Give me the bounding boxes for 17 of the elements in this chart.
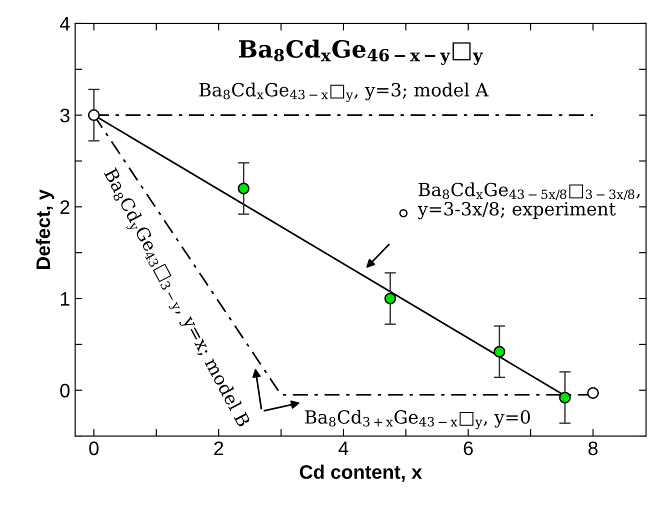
x-axis-title: Cd content, x	[300, 464, 422, 482]
x-tick-label: 4	[338, 442, 348, 456]
text: Ba$_{8}$Cd$_{3+x}$Ge$_{43−x}$□$_{y}$, y=0	[305, 410, 530, 430]
y-tick-label: 2	[60, 200, 70, 214]
y-tick-label: 0	[60, 384, 70, 398]
y-tick-label: 4	[60, 17, 70, 30]
x-tick-label: 2	[214, 441, 224, 456]
x-tick-label: 8	[588, 441, 598, 456]
text: Ba$_{8}$Cd$_{y}$Ge$_{43}$□$_{3−y}$, y=x; model B	[104, 167, 251, 428]
text: Ba$_{8}$Cd$_{x}$Ge$_{43−5x/8}$□$_{3−3x/8}$, y=3-3x/8; experiment	[418, 182, 640, 220]
x-tick-label: 6	[464, 441, 473, 456]
text: Ba$_{8}$Cd$_{x}$Ge$_{46−x−y}$□$_{y}$	[238, 40, 483, 65]
y-axis-title: Defect, y	[36, 189, 54, 269]
y-tick-label: 1	[60, 292, 70, 306]
text: Ba$_{8}$Cd$_{x}$Ge$_{43−x}$□$_{y}$, y=3; model A	[199, 82, 489, 102]
y-tick-label: 3	[60, 108, 70, 122]
x-tick-label: 0	[89, 441, 99, 456]
